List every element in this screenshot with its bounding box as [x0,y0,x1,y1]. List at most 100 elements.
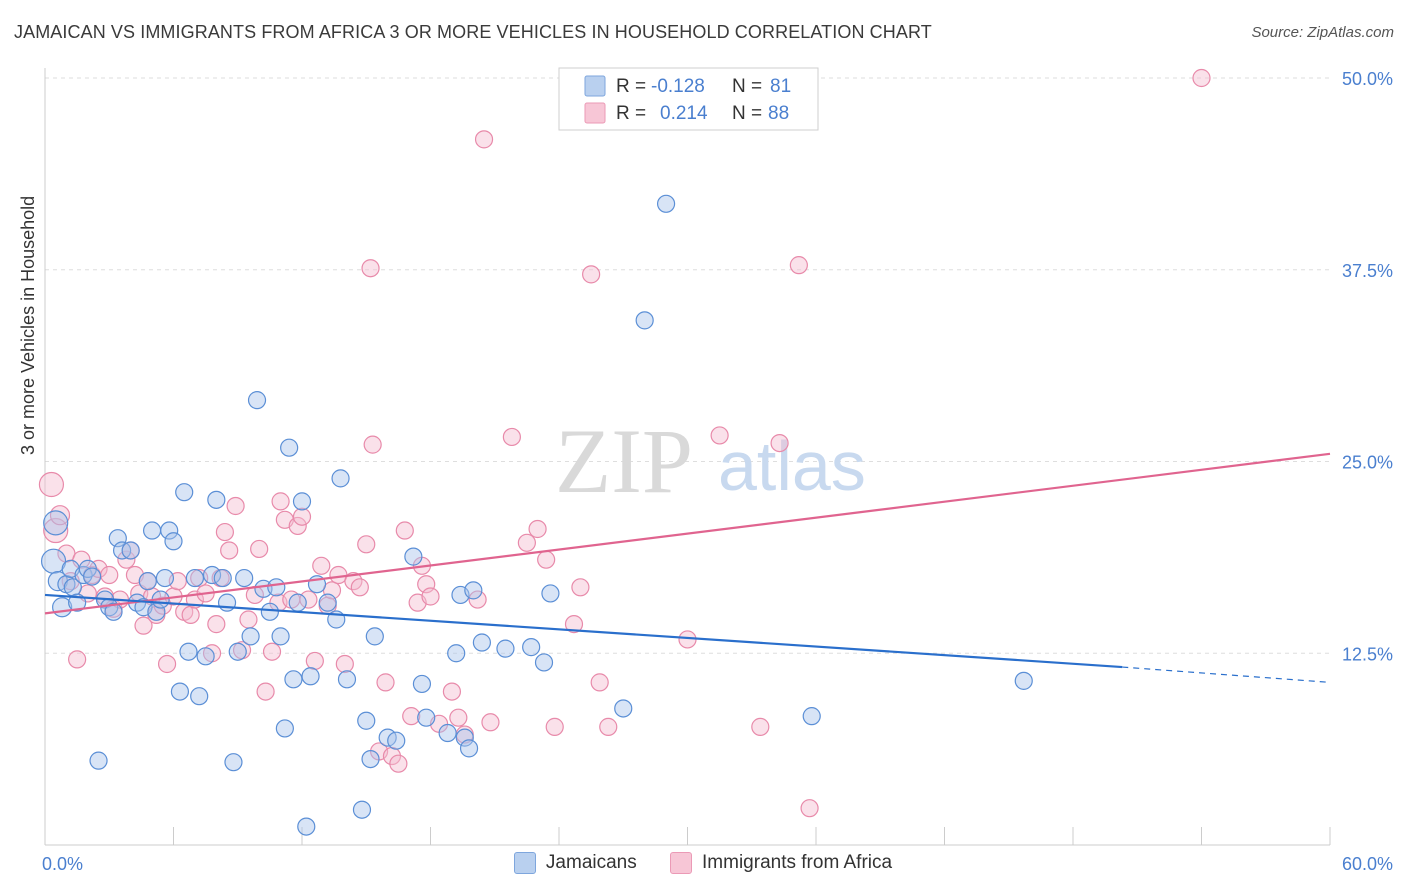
legend-r-value-1: -0.128 [651,76,705,97]
immigrants-point [571,578,590,597]
legend-item-jamaicans[interactable]: Jamaicans [513,852,637,874]
jamaicans-point [387,731,406,750]
jamaicans-point [331,469,350,488]
immigrants-point [1192,68,1211,88]
immigrants-point [38,471,65,498]
immigrants-point [250,539,269,559]
legend-n-label-2: N = [732,103,762,124]
jamaicans-point [202,565,222,585]
legend-swatch-immigrants [670,852,693,874]
immigrants-point [100,565,119,585]
jamaicans-point [104,602,123,621]
immigrants-point [395,521,414,540]
immigrants-point [215,522,234,542]
immigrants-point [599,717,618,736]
jamaicans-point [534,653,554,672]
tick-labels: 12.5% 25.0% 37.5% 50.0% 0.0% 60.0% [42,69,1393,874]
immigrants-point [545,717,564,736]
immigrants-point [582,265,601,284]
jamaicans-point [142,521,162,540]
jamaicans-point [228,642,247,661]
legend-swatch-pink [584,102,606,124]
immigrants-point [421,587,440,606]
legend-n-value-2: 88 [768,103,789,124]
jamaicans-point [260,602,279,621]
jamaicans-point [235,568,254,588]
jamaicans-point [185,568,205,588]
jamaicans-point [284,670,303,689]
bottom-legend: Jamaicans Immigrants from Africa [0,852,1406,880]
jamaicans-point [522,638,541,657]
jamaicans-point [361,749,380,769]
immigrants-point [357,535,376,554]
legend-item-immigrants[interactable]: Immigrants from Africa [670,852,892,874]
immigrants-point [117,550,136,569]
trend-line-jamaicans-extension [1122,666,1331,683]
jamaicans-point [412,674,432,694]
jamaicans-point [472,633,491,652]
jamaicans-point [175,483,194,502]
jamaicans-point [196,647,215,666]
immigrants-point [751,717,770,736]
legend-swatch-blue [584,75,606,97]
immigrants-point [312,556,331,575]
immigrants-point [292,507,312,526]
x-tick-label-0: 0.0% [42,854,83,874]
gridlines [45,77,1330,654]
jamaicans-point [138,572,157,591]
jamaicans-point [247,391,267,410]
jamaicans-point [614,699,633,718]
immigrants-point [271,492,290,511]
immigrants-point [517,533,536,552]
trend-lines [44,452,1331,683]
immigrants-point [474,130,494,149]
chart-title: JAMAICAN VS IMMIGRANTS FROM AFRICA 3 OR … [14,22,932,42]
jamaicans-point [447,644,466,663]
immigrants-point [468,590,487,609]
immigrants-point [402,707,421,726]
jamaicans-point [207,490,226,509]
jamaicans-point [1014,671,1033,690]
immigrants-point [239,610,258,629]
immigrants-point [68,650,87,669]
jamaicans-point [352,800,372,819]
immigrants-point [361,259,380,278]
y-tick-label-1: 25.0% [1342,453,1393,473]
immigrants-point [590,673,609,692]
immigrants-point [770,433,789,453]
watermark-atlas: atlas [718,427,866,505]
jamaicans-point [541,584,560,603]
jamaicans-point [190,687,209,706]
jamaicans-point [83,567,102,586]
immigrants-point [389,754,408,773]
jamaicans-point [89,751,108,770]
legend-label-jamaicans: Jamaicans [545,852,637,873]
legend-r-label-1: R = [616,76,646,97]
jamaicans-point [635,311,654,330]
immigrants-point [449,708,468,727]
jamaicans-point [280,438,299,457]
trend-line-jamaicans [44,593,1123,669]
jamaicans-point [417,708,436,727]
immigrants-point [134,616,153,635]
jamaicans-point [438,723,457,743]
jamaicans-point [802,707,821,726]
immigrants-point [207,615,226,634]
immigrants-point [305,651,324,671]
jamaicans-point [224,753,243,772]
immigrants-point [220,541,239,560]
jamaicans-point [301,667,320,686]
jamaicans-point [155,568,175,588]
immigrants-point [226,496,245,516]
x-tick-label-1: 60.0% [1342,854,1393,874]
jamaicans-point [179,642,198,661]
jamaicans-point [365,627,384,646]
jamaicans-point [213,568,232,588]
immigrants-point [288,516,307,536]
immigrants-point [789,256,808,275]
legend-n-label-1: N = [732,76,762,97]
immigrants-point [335,654,354,674]
immigrants-point [564,615,584,634]
jamaicans-point [275,719,294,738]
